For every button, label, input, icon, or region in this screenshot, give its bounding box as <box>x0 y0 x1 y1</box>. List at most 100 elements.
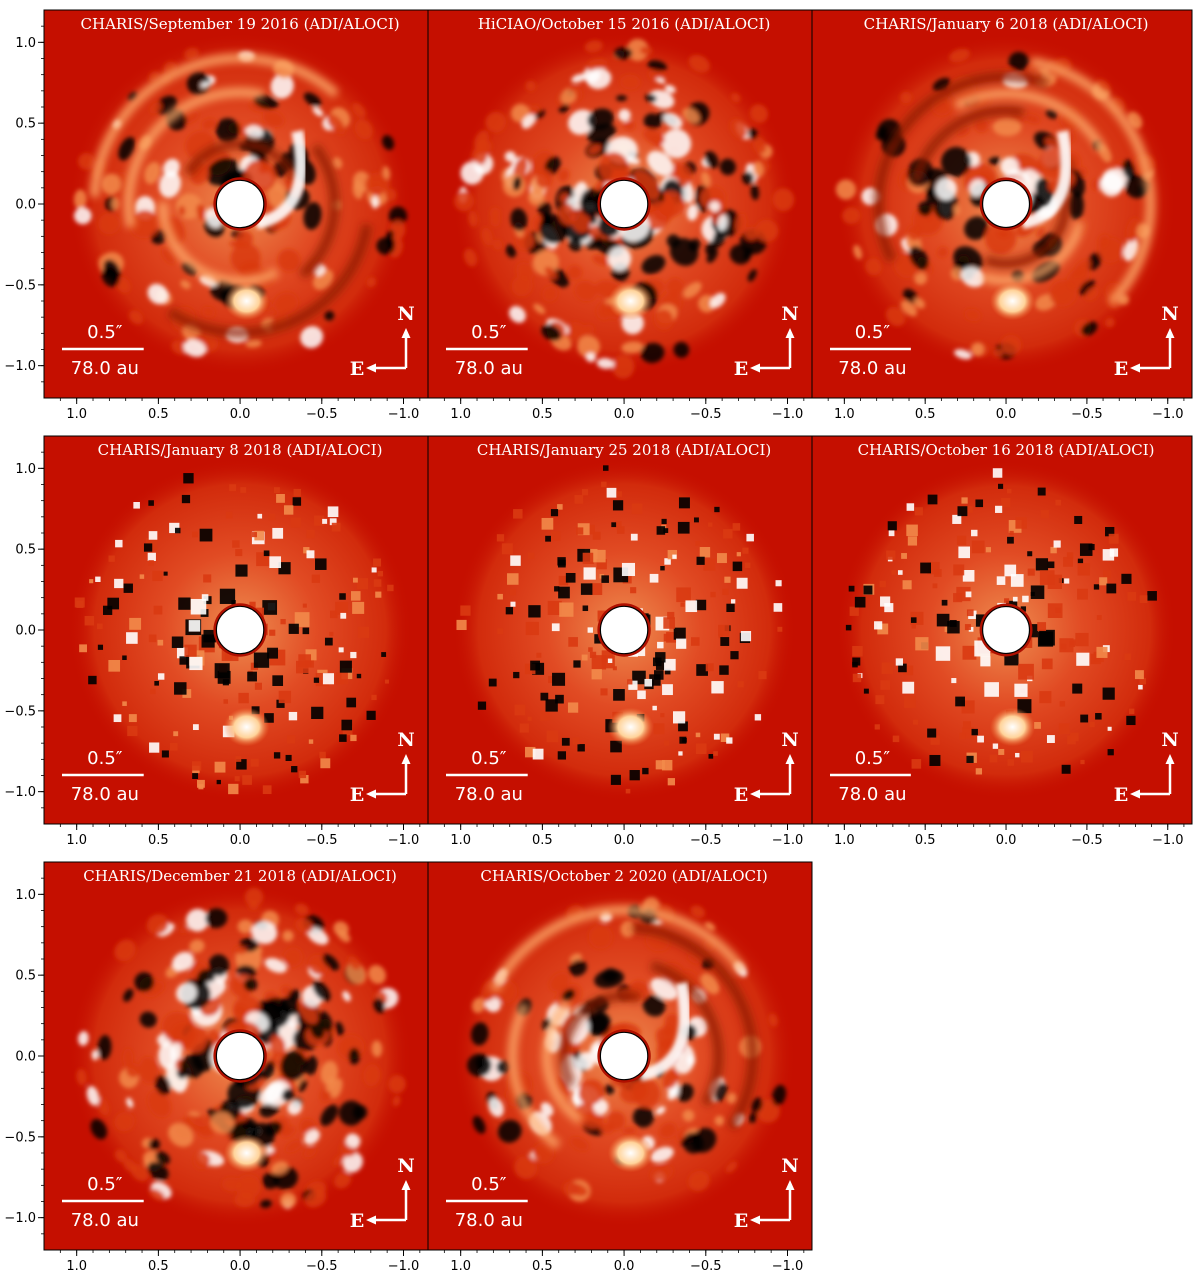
x-tick-label: 1.0 <box>66 1259 87 1274</box>
x-tick-label: 0.5 <box>148 1259 169 1274</box>
x-tick-label: −1.0 <box>772 407 804 422</box>
compass: NE <box>1114 729 1179 806</box>
svg-text:E: E <box>350 1210 364 1232</box>
y-tick-label: 0.5 <box>15 117 36 132</box>
x-tick-label: 0.0 <box>996 833 1017 848</box>
coronagraph-mask <box>599 179 649 229</box>
svg-text:78.0 au: 78.0 au <box>71 358 139 379</box>
panel-frame <box>811 435 1193 825</box>
y-tick-label: 1.0 <box>15 36 36 51</box>
x-tick-label: −0.5 <box>1071 833 1103 848</box>
y-tick-label: 1.0 <box>15 462 36 477</box>
x-tick-label: −0.5 <box>306 407 338 422</box>
coronagraph-mask <box>215 605 265 655</box>
coronagraph-mask <box>599 605 649 655</box>
x-tick-label: −1.0 <box>1152 407 1184 422</box>
svg-text:E: E <box>734 784 748 806</box>
svg-text:0.5″: 0.5″ <box>87 1174 123 1195</box>
svg-text:N: N <box>1161 729 1178 751</box>
x-tick-label: −0.5 <box>690 407 722 422</box>
x-tick-label: 1.0 <box>450 833 471 848</box>
image-panel: CHARIS/January 25 2018 (ADI/ALOCI) 0.5″ 78… <box>427 435 813 848</box>
panel-frame <box>811 9 1193 399</box>
bright-feature <box>223 1133 270 1173</box>
x-tick-label: −0.5 <box>1071 407 1103 422</box>
scale-bar: 0.5″ 78.0 au <box>830 322 911 379</box>
y-tick-label: −1.0 <box>4 359 36 374</box>
panel-title: CHARIS/January 8 2018 (ADI/ALOCI) <box>98 441 383 459</box>
compass: NE <box>350 729 415 806</box>
panel-title: CHARIS/October 16 2018 (ADI/ALOCI) <box>858 441 1155 459</box>
x-tick-label: 0.0 <box>614 407 635 422</box>
scale-bar: 0.5″ 78.0 au <box>62 748 144 805</box>
svg-text:E: E <box>734 358 748 380</box>
x-tick-label: −1.0 <box>388 1259 420 1274</box>
svg-text:N: N <box>397 729 414 751</box>
x-tick-label: 0.0 <box>230 407 251 422</box>
scale-bar: 0.5″ 78.0 au <box>62 1174 144 1231</box>
panel-title: CHARIS/January 6 2018 (ADI/ALOCI) <box>864 15 1149 33</box>
svg-text:0.5″: 0.5″ <box>855 748 891 769</box>
svg-text:N: N <box>781 729 798 751</box>
y-tick-label: 0.5 <box>15 543 36 558</box>
image-panel: CHARIS/September 19 2016 (ADI/ALOCI) 0.5″… <box>4 9 429 422</box>
x-tick-label: −0.5 <box>306 833 338 848</box>
svg-text:78.0 au: 78.0 au <box>455 784 523 805</box>
y-tick-label: −0.5 <box>4 1130 36 1145</box>
y-tick-label: 0.0 <box>15 198 36 213</box>
svg-text:78.0 au: 78.0 au <box>71 784 139 805</box>
y-tick-label: 0.0 <box>15 1050 36 1065</box>
y-tick-label: −0.5 <box>4 704 36 719</box>
y-tick-label: −1.0 <box>4 785 36 800</box>
compass: NE <box>1114 303 1179 380</box>
x-tick-label: −1.0 <box>388 407 420 422</box>
image-panel: CHARIS/October 16 2018 (ADI/ALOCI) 0.5″ 78… <box>811 435 1193 848</box>
bright-feature <box>223 281 270 321</box>
coronagraph-mask <box>981 179 1031 229</box>
bright-feature <box>607 707 654 747</box>
x-tick-label: 0.5 <box>915 833 936 848</box>
svg-text:0.5″: 0.5″ <box>471 1174 507 1195</box>
x-tick-label: 0.5 <box>915 407 936 422</box>
panel-title: CHARIS/September 19 2016 (ADI/ALOCI) <box>81 15 400 33</box>
x-tick-label: −1.0 <box>772 1259 804 1274</box>
x-tick-label: 1.0 <box>66 833 87 848</box>
compass: NE <box>734 729 799 806</box>
y-tick-label: −0.5 <box>4 278 36 293</box>
compass: NE <box>734 303 799 380</box>
image-panel: CHARIS/December 21 2018 (ADI/ALOCI) 0.5″ 7… <box>4 861 429 1274</box>
x-tick-label: 0.5 <box>532 407 553 422</box>
svg-text:N: N <box>781 303 798 325</box>
svg-text:78.0 au: 78.0 au <box>455 1210 523 1231</box>
scale-bar: 0.5″ 78.0 au <box>446 748 528 805</box>
svg-text:N: N <box>397 303 414 325</box>
svg-text:0.5″: 0.5″ <box>87 322 123 343</box>
svg-text:E: E <box>734 1210 748 1232</box>
scale-bar: 0.5″ 78.0 au <box>446 322 528 379</box>
coronagraph-mask <box>215 1031 265 1081</box>
svg-text:78.0 au: 78.0 au <box>455 358 523 379</box>
svg-text:78.0 au: 78.0 au <box>838 784 906 805</box>
scale-bar: 0.5″ 78.0 au <box>446 1174 528 1231</box>
panel-frame <box>427 861 813 1251</box>
x-tick-label: 0.0 <box>614 833 635 848</box>
svg-text:78.0 au: 78.0 au <box>838 358 906 379</box>
svg-text:N: N <box>1161 303 1178 325</box>
x-tick-label: 1.0 <box>450 407 471 422</box>
x-tick-label: 0.0 <box>230 833 251 848</box>
compass: NE <box>350 303 415 380</box>
x-tick-label: 1.0 <box>450 1259 471 1274</box>
svg-text:0.5″: 0.5″ <box>87 748 123 769</box>
x-tick-label: −1.0 <box>388 833 420 848</box>
bright-feature <box>989 281 1036 321</box>
image-panel: CHARIS/January 8 2018 (ADI/ALOCI) 0.5″ 78.… <box>4 435 429 848</box>
image-panel: CHARIS/October 2 2020 (ADI/ALOCI) 0.5″ 78.… <box>427 861 813 1274</box>
x-tick-label: 0.0 <box>230 1259 251 1274</box>
x-tick-label: −0.5 <box>690 1259 722 1274</box>
x-tick-label: −1.0 <box>772 833 804 848</box>
x-tick-label: 0.5 <box>532 1259 553 1274</box>
scale-bar: 0.5″ 78.0 au <box>830 748 911 805</box>
y-tick-label: 1.0 <box>15 888 36 903</box>
svg-text:N: N <box>781 1155 798 1177</box>
